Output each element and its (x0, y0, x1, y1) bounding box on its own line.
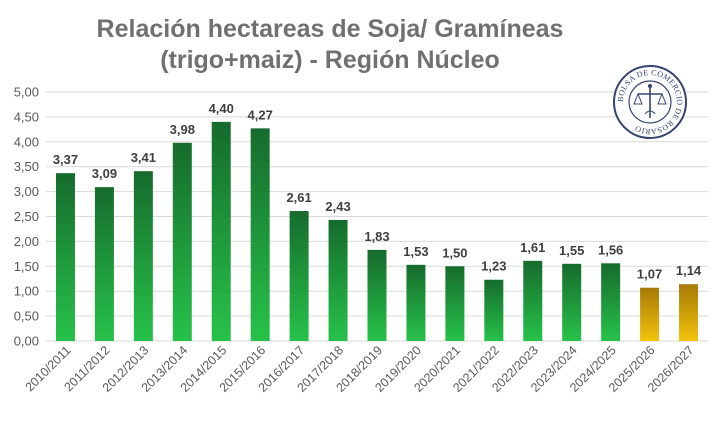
data-label: 1,56 (598, 242, 623, 257)
data-label: 2,43 (325, 199, 350, 214)
bar (211, 121, 231, 341)
bar (484, 279, 504, 341)
data-label: 4,40 (209, 101, 234, 116)
data-label: 1,83 (364, 229, 389, 244)
y-tick-label: 0,50 (14, 309, 39, 324)
data-label: 1,55 (559, 243, 584, 258)
chart-title-line-2: (trigo+maiz) - Región Núcleo (160, 46, 500, 74)
chart-title-line-1: Relación hectareas de Soja/ Gramíneas (96, 15, 564, 43)
bar (445, 266, 465, 341)
bar (367, 249, 387, 341)
x-axis-tick-labels: 2010/20112011/20122012/20132013/20142014… (23, 343, 697, 395)
bar (406, 264, 426, 341)
bar (94, 187, 114, 341)
data-label: 2,61 (286, 190, 311, 205)
y-tick-label: 2,50 (14, 209, 39, 224)
bar (562, 263, 582, 341)
y-tick-label: 2,00 (14, 234, 39, 249)
bar (250, 128, 270, 341)
bar (328, 219, 348, 341)
y-tick-label: 3,00 (14, 184, 39, 199)
data-label: 3,98 (170, 122, 195, 137)
data-label: 1,53 (403, 244, 428, 259)
bar (601, 263, 621, 341)
bar (172, 142, 192, 341)
data-label: 3,41 (131, 150, 156, 165)
bar (640, 287, 660, 341)
bar (289, 211, 309, 341)
y-tick-label: 4,00 (14, 134, 39, 149)
bars (55, 121, 699, 341)
bar (679, 284, 699, 341)
bolsa-de-comercio-seal-logo: BOLSA DE COMERCIO DE ROSARIO (613, 65, 687, 139)
grid-lines (46, 91, 708, 342)
data-label: 1,61 (520, 240, 545, 255)
bar (133, 171, 153, 341)
bar (55, 173, 75, 341)
y-tick-label: 4,50 (14, 109, 39, 124)
y-tick-label: 1,50 (14, 259, 39, 274)
y-axis-tick-labels: 0,00 0,50 1,00 1,50 2,00 2,50 3,00 3,50 4,00 4,50… (14, 85, 39, 349)
data-label: 1,50 (442, 245, 467, 260)
data-label: 4,27 (248, 107, 273, 122)
data-label: 1,07 (637, 267, 662, 282)
chart-title: Relación hectareas de Soja/ Gramíneas (t… (60, 14, 600, 76)
y-tick-label: 0,00 (14, 334, 39, 349)
y-tick-label: 3,50 (14, 159, 39, 174)
data-label: 3,37 (53, 152, 78, 167)
y-tick-label: 1,00 (14, 284, 39, 299)
data-label: 1,14 (676, 263, 702, 278)
data-label: 1,23 (481, 259, 506, 274)
y-tick-label: 5,00 (14, 85, 39, 100)
data-label: 3,09 (92, 166, 117, 181)
bar (523, 260, 543, 341)
data-labels: 3,37 3,09 3,41 3,98 4,40 4,27 2,61 2,43 1,83 1,53… (53, 101, 702, 282)
